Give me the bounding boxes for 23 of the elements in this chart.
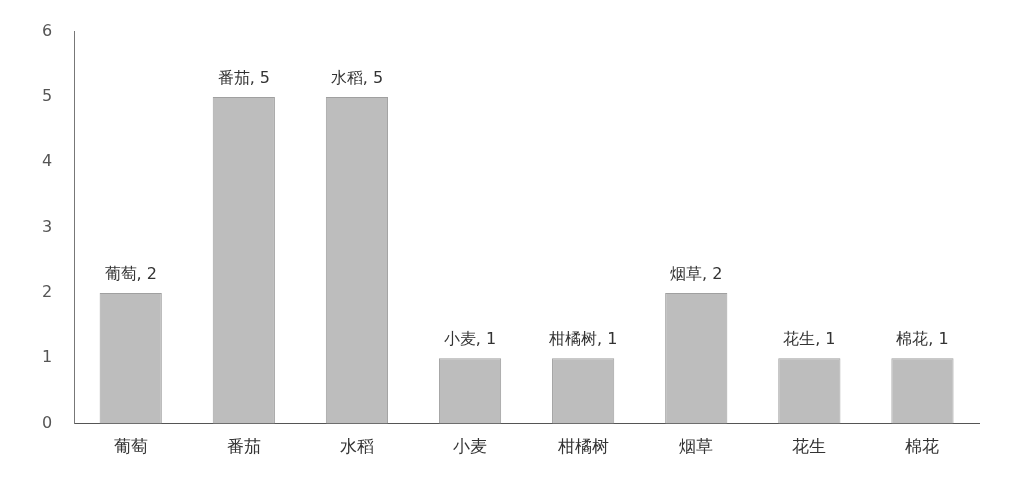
data-label: 花生, 1 bbox=[783, 329, 836, 349]
x-tick-label: 花生 bbox=[792, 436, 827, 457]
x-tick-label: 棉花 bbox=[905, 436, 940, 457]
x-tick-label: 葡萄 bbox=[113, 436, 148, 457]
x-tick-label: 小麦 bbox=[453, 436, 488, 457]
data-label: 水稻, 5 bbox=[330, 68, 384, 88]
data-label: 番茄, 5 bbox=[217, 68, 271, 88]
data-label: 烟草, 2 bbox=[670, 264, 723, 284]
y-tick-label: 6 bbox=[41, 20, 53, 40]
data-label: 柑橘树, 1 bbox=[547, 329, 618, 349]
y-tick-label: 3 bbox=[41, 216, 53, 236]
y-tick-label: 4 bbox=[41, 151, 53, 171]
x-tick-label: 水稻 bbox=[339, 436, 374, 457]
y-tick-label: 1 bbox=[41, 347, 53, 367]
x-tick-label: 番茄 bbox=[226, 436, 261, 457]
x-tick-label: 烟草 bbox=[679, 436, 714, 457]
x-tick-label: 柑橘树 bbox=[556, 436, 609, 457]
y-tick-label: 0 bbox=[41, 412, 53, 432]
data-label: 棉花, 1 bbox=[896, 329, 949, 349]
y-tick-label: 2 bbox=[41, 282, 53, 302]
data-label: 葡萄, 2 bbox=[104, 264, 157, 284]
y-tick-label: 5 bbox=[41, 86, 53, 106]
data-label: 小麦, 1 bbox=[443, 329, 497, 349]
